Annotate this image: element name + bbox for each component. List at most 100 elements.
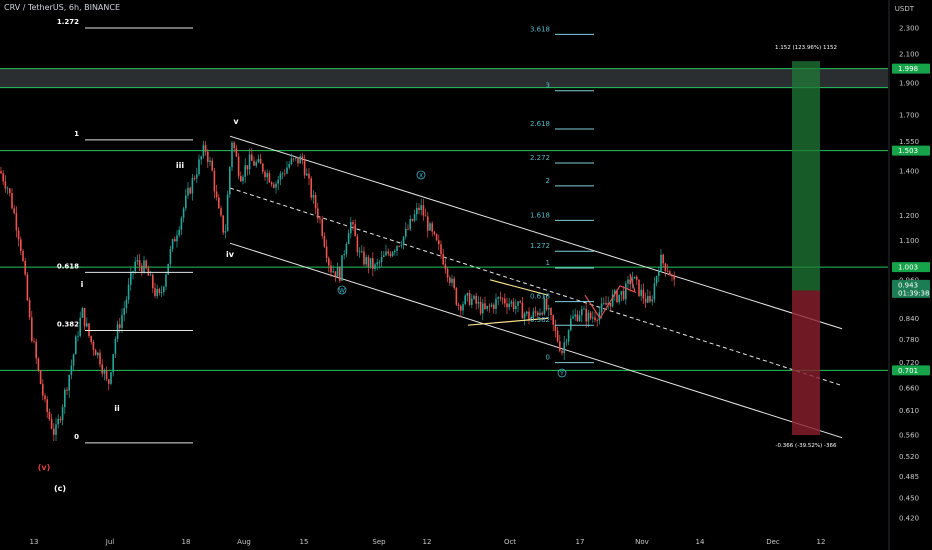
x-tick-label: Nov: [635, 538, 649, 546]
candle-body: [81, 308, 84, 318]
candle-body: [207, 151, 209, 163]
candle-body: [13, 208, 15, 214]
fib-level-label: 0.618: [57, 262, 79, 270]
y-tick-label: 1.900: [899, 80, 919, 88]
candle-body: [48, 412, 51, 420]
candle-body: [59, 418, 62, 421]
wave-label: iii: [176, 161, 184, 170]
candle-body: [583, 308, 585, 310]
candle-body: [354, 224, 356, 237]
candle-body: [367, 257, 370, 267]
wave-label-circle: [557, 368, 567, 378]
candle-body: [644, 298, 647, 303]
candle-body: [119, 324, 121, 328]
wedge-line: [489, 279, 549, 296]
candle-body: [77, 335, 79, 337]
price-tag-label: 1.503: [898, 147, 918, 155]
candle-body: [235, 148, 238, 157]
price-tag-label: 0.701: [898, 367, 918, 375]
candle-body: [299, 156, 301, 164]
candle-body: [565, 341, 568, 343]
candle-body: [499, 297, 502, 299]
candle-body: [325, 246, 328, 259]
candle-body: [94, 349, 97, 356]
candle-body: [532, 311, 535, 318]
candle-body: [187, 187, 189, 196]
fib-level-label: 0: [74, 433, 79, 441]
candle-body: [673, 275, 675, 280]
price-tag-countdown: 01:39:38: [898, 289, 929, 297]
candle-body: [185, 195, 187, 209]
candle-body: [554, 324, 557, 331]
candle-body: [39, 370, 42, 385]
wave-label-circle: [416, 170, 426, 180]
candle-body: [301, 156, 304, 161]
candle-body: [596, 320, 598, 321]
candle-body: [297, 157, 299, 164]
candle-body: [290, 158, 293, 165]
candle-body: [543, 298, 546, 315]
candle-body: [497, 297, 499, 299]
price-tag-label: 1.003: [898, 264, 918, 272]
candle-body: [339, 267, 341, 281]
fib-ext-label: 1.618: [530, 211, 550, 219]
candle-body: [270, 182, 273, 185]
wave-label: (v): [38, 463, 51, 472]
candle-body: [130, 272, 132, 285]
candle-body: [407, 228, 409, 230]
candle-body: [361, 251, 363, 253]
candle-body: [622, 290, 625, 300]
candle-body: [176, 235, 178, 242]
candle-body: [222, 215, 224, 233]
candle-body: [314, 195, 317, 209]
candle-body: [363, 251, 365, 265]
candle-body: [387, 251, 389, 254]
candle-body: [310, 178, 312, 198]
y-tick-label: 2.300: [899, 25, 919, 33]
candle-body: [145, 260, 147, 269]
candle-body: [541, 312, 543, 315]
fib-ext-label: 2.272: [530, 154, 550, 162]
candle-body: [152, 274, 154, 289]
candle-body: [493, 304, 495, 309]
candle-body: [398, 246, 400, 247]
candle-body: [70, 365, 73, 375]
candle-body: [552, 315, 554, 325]
candles: [0, 140, 675, 442]
candle-body: [457, 304, 460, 306]
x-tick-label: Aug: [237, 538, 251, 546]
candle-body: [627, 279, 629, 284]
candle-body: [229, 167, 231, 195]
candle-body: [231, 142, 233, 168]
candle-body: [574, 314, 576, 317]
candle-body: [64, 389, 66, 408]
y-tick-label: 0.520: [899, 453, 919, 461]
candle-body: [224, 231, 227, 233]
candle-body: [642, 289, 645, 299]
candle-body: [391, 252, 394, 256]
candle-body: [255, 162, 257, 166]
candle-body: [295, 157, 297, 159]
candle-body: [629, 279, 631, 285]
candle-body: [468, 293, 471, 305]
candle-body: [46, 399, 48, 413]
candle-body: [72, 354, 75, 366]
candle-body: [202, 145, 205, 157]
position-loss-zone: [792, 290, 820, 436]
wave-label: Y: [559, 371, 564, 378]
candle-body: [4, 181, 7, 189]
candle-body: [99, 352, 101, 365]
candle-body: [460, 305, 462, 311]
candle-body: [44, 395, 46, 400]
candle-body: [453, 278, 455, 288]
position-stop-label: -0.366 (-39.52%) -366: [776, 443, 837, 449]
candle-body: [585, 308, 587, 322]
candle-body: [473, 295, 475, 299]
candle-body: [143, 260, 145, 273]
candle-body: [614, 290, 616, 295]
candle-body: [550, 308, 552, 316]
candle-body: [429, 223, 431, 231]
candle-body: [405, 228, 407, 237]
channel-line: [229, 135, 843, 330]
